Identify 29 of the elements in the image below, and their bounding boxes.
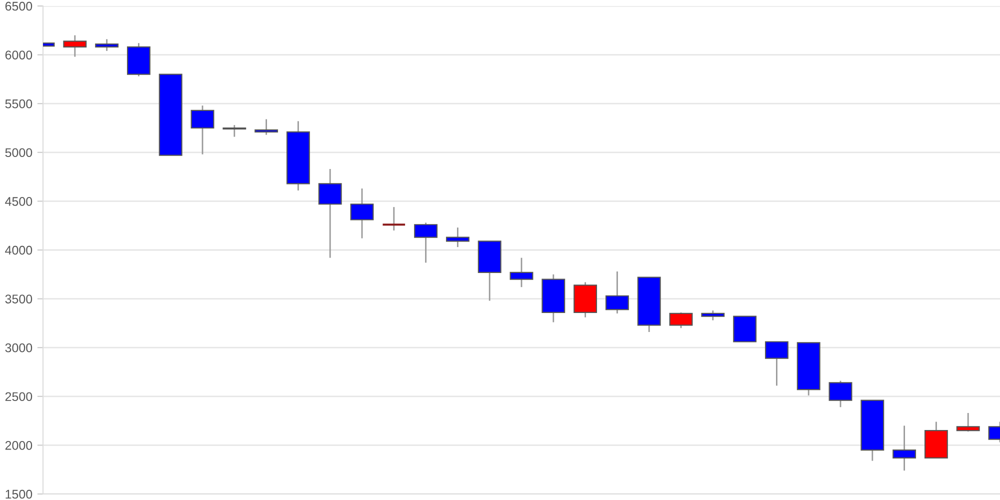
y-tick-label: 6500 xyxy=(5,2,32,11)
candlestick xyxy=(382,206,406,232)
candlestick xyxy=(254,118,278,136)
y-tick-label: 2500 xyxy=(5,392,32,402)
y-tick-label: 4500 xyxy=(5,197,32,206)
candlestick xyxy=(828,380,852,408)
y-tick-label: 3000 xyxy=(5,343,32,352)
candlestick xyxy=(892,424,916,472)
candlestick xyxy=(669,312,693,329)
candlestick xyxy=(63,34,87,58)
candlestick xyxy=(95,38,119,52)
y-tick-label: 1500 xyxy=(6,490,32,499)
y-tick-label: 5500 xyxy=(5,99,32,108)
y-tick-label: 2000 xyxy=(5,441,32,450)
candlestick xyxy=(701,310,725,321)
y-tick-label: 5000 xyxy=(5,148,32,158)
candlestick xyxy=(446,226,470,248)
candlestick xyxy=(318,168,342,259)
candlestick xyxy=(510,257,534,288)
candlestick xyxy=(764,341,788,386)
candlestick xyxy=(350,188,374,239)
candlestick xyxy=(222,124,246,138)
candlestick xyxy=(414,222,438,264)
candlestick xyxy=(956,412,980,432)
y-tick-label: 3500 xyxy=(5,294,32,304)
candlestick xyxy=(190,104,214,156)
candlestick xyxy=(605,270,629,314)
y-tick-label: 4000 xyxy=(5,246,32,255)
y-tick-label: 6000 xyxy=(5,50,32,60)
